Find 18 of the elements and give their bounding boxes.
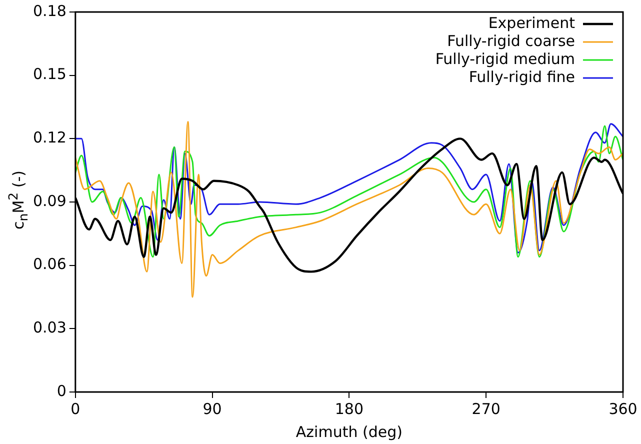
y-tick-label: 0.09: [32, 192, 66, 210]
y-tick-label: 0.12: [32, 128, 66, 147]
line-series: [75, 121, 623, 298]
legend-label: Fully-rigid medium: [435, 50, 575, 68]
y-tick-label: 0.06: [32, 255, 66, 274]
x-tick-label: 270: [472, 400, 500, 418]
y-tick-label: 0.03: [32, 318, 66, 337]
y-tick-label: 0.18: [32, 2, 66, 20]
x-tick-label: 90: [202, 400, 222, 418]
x-axis-title: Azimuth (deg): [296, 422, 402, 441]
legend-label: Fully-rigid fine: [468, 68, 575, 86]
x-tick-label: 180: [334, 400, 364, 418]
x-tick-label: 360: [608, 400, 638, 418]
legend-label: Fully-rigid coarse: [447, 32, 575, 50]
x-tick-label: 0: [70, 400, 80, 418]
legend-label: Experiment: [488, 14, 576, 32]
y-tick-label: 0.15: [32, 65, 66, 84]
y-tick-label: 0: [56, 382, 66, 400]
